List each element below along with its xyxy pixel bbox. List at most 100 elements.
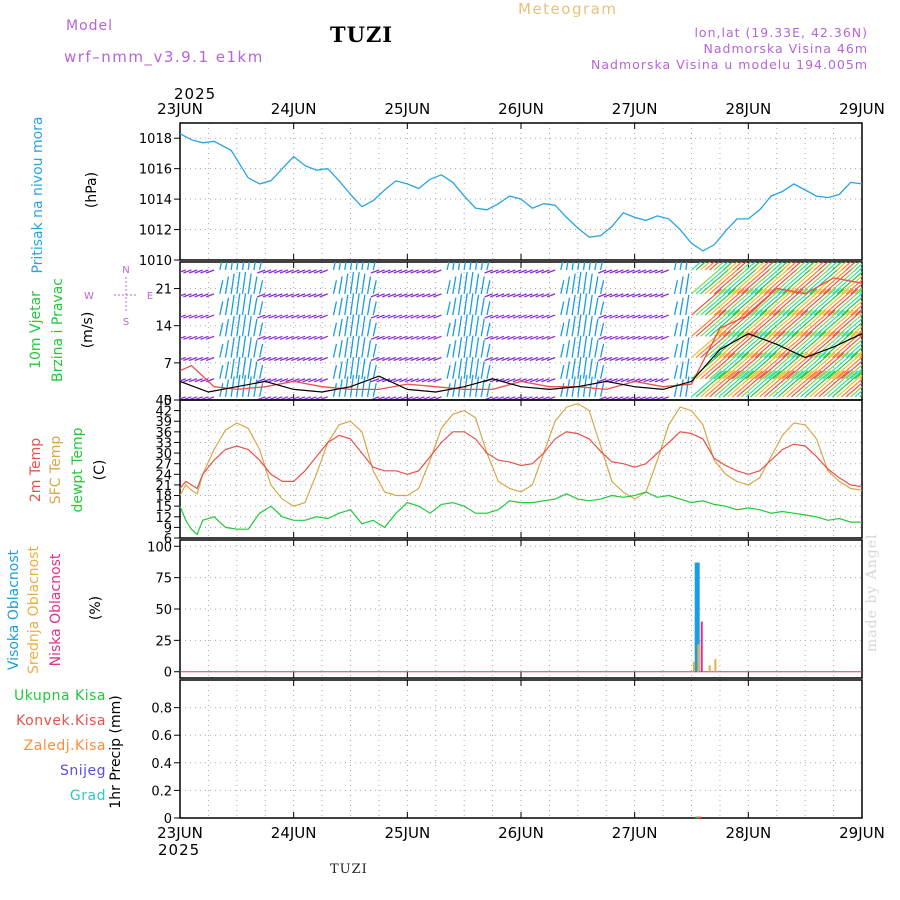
wind-arrow xyxy=(750,288,781,316)
wind-arrow xyxy=(247,294,252,316)
wind-arrow xyxy=(673,262,677,271)
wind-arrow xyxy=(253,297,258,316)
wind-arrow xyxy=(183,335,192,340)
y-tick-label: 36 xyxy=(155,426,172,441)
wind-arrow xyxy=(230,315,235,337)
wind-arrow xyxy=(469,271,474,294)
wind-arrow xyxy=(370,269,380,274)
wind-arrow xyxy=(541,335,550,340)
y-tick-label: 42 xyxy=(155,405,172,420)
wind-arrow xyxy=(268,378,277,383)
wind-arrow xyxy=(344,337,349,358)
wind-arrow xyxy=(446,343,451,358)
wind-arrow xyxy=(809,288,841,316)
wind-arrow xyxy=(800,331,832,358)
wind-arrow xyxy=(588,376,593,397)
wind-arrow xyxy=(832,370,862,398)
wind-arrow xyxy=(722,370,754,398)
wind-arrow xyxy=(279,356,289,362)
wind-arrow xyxy=(194,335,203,340)
compass-w: W xyxy=(84,291,94,302)
date-label-bottom: 26JUN xyxy=(498,824,544,842)
wind-arrows xyxy=(180,262,862,400)
wind-arrow xyxy=(361,294,366,316)
wind-arrow xyxy=(854,350,862,358)
wind-arrow xyxy=(859,267,862,271)
wind-arrow xyxy=(393,293,402,298)
wind-arrow xyxy=(480,262,484,271)
wind-arrow xyxy=(763,262,775,271)
wind-arrow xyxy=(452,297,457,316)
wind-arrow xyxy=(484,356,493,362)
wind-arrow xyxy=(469,262,472,271)
wind-arrow xyxy=(750,352,781,380)
wind-arrow xyxy=(637,293,647,298)
wind-arrow xyxy=(704,288,736,316)
wind-arrow xyxy=(763,309,795,337)
wind-arrow xyxy=(800,352,832,380)
wind-arrow xyxy=(291,356,300,362)
wind-arrow xyxy=(654,378,664,383)
wind-arrow xyxy=(219,365,224,379)
wind-arrow xyxy=(355,314,360,337)
wind-arrow xyxy=(786,309,818,337)
wind-arrow xyxy=(577,314,582,337)
wind-arrow xyxy=(349,293,355,316)
model-elevation-label: Nadmorska Visina u modelu 194.005m xyxy=(591,57,868,72)
wind-arrow xyxy=(421,356,431,362)
wind-arrow xyxy=(546,378,556,383)
wind-arrow xyxy=(745,267,777,295)
wind-arrow xyxy=(376,269,385,274)
wind-arrow xyxy=(745,262,757,271)
wind-arrow xyxy=(247,358,252,379)
wind-arrow xyxy=(827,309,859,337)
wind-arrow xyxy=(452,318,457,337)
wind-arrow xyxy=(474,262,478,271)
wind-arrow xyxy=(332,343,338,358)
wind-arrow xyxy=(180,335,186,340)
wind-arrow xyxy=(446,365,451,379)
wind-arrow xyxy=(763,288,795,316)
wind-arrow xyxy=(813,370,845,398)
wind-arrow xyxy=(841,275,862,295)
cloud-side-label-3: Niska Oblacnost xyxy=(48,553,64,666)
y-tick-label: 21 xyxy=(155,283,172,298)
wind-arrow xyxy=(565,276,571,294)
y-tick-label: 12 xyxy=(155,511,172,526)
year-label-bottom: 2025 xyxy=(158,841,200,859)
wind-arrow xyxy=(754,262,766,271)
wind-arrow xyxy=(180,269,181,271)
wind-arrow xyxy=(637,378,647,383)
wind-arrow xyxy=(609,293,618,298)
wind-arrow xyxy=(786,352,818,380)
wind-arrow xyxy=(850,346,862,358)
date-label-top: 28JUN xyxy=(725,100,771,118)
wind-arrow xyxy=(759,288,791,316)
wind-arrow xyxy=(615,293,624,298)
wind-arrow xyxy=(200,293,209,298)
wind-arrow xyxy=(518,314,527,319)
wind-arrow xyxy=(257,356,266,362)
wind-arrow xyxy=(859,333,862,337)
y-tick-label: 0 xyxy=(164,812,172,827)
wind-arrow xyxy=(818,352,850,380)
wind-arrow xyxy=(241,262,245,271)
wind-arrow xyxy=(571,273,576,294)
wind-arrow xyxy=(285,269,294,274)
wind-arrow xyxy=(626,314,635,319)
wind-arrow xyxy=(804,352,836,380)
wind-arrow xyxy=(777,331,809,358)
wind-arrow xyxy=(594,361,599,379)
cloud-bar xyxy=(714,659,717,672)
wind-arrow xyxy=(620,356,630,362)
wind-arrow xyxy=(393,269,402,274)
wind-arrow xyxy=(404,356,414,362)
wind-arrow xyxy=(200,356,209,362)
y-tick-label: 15 xyxy=(155,500,172,515)
wind-arrow xyxy=(700,370,731,398)
wind-arrow xyxy=(518,335,527,340)
wind-arrow xyxy=(404,335,414,340)
wind-arrow xyxy=(285,314,294,319)
wind-arrow xyxy=(457,337,463,358)
